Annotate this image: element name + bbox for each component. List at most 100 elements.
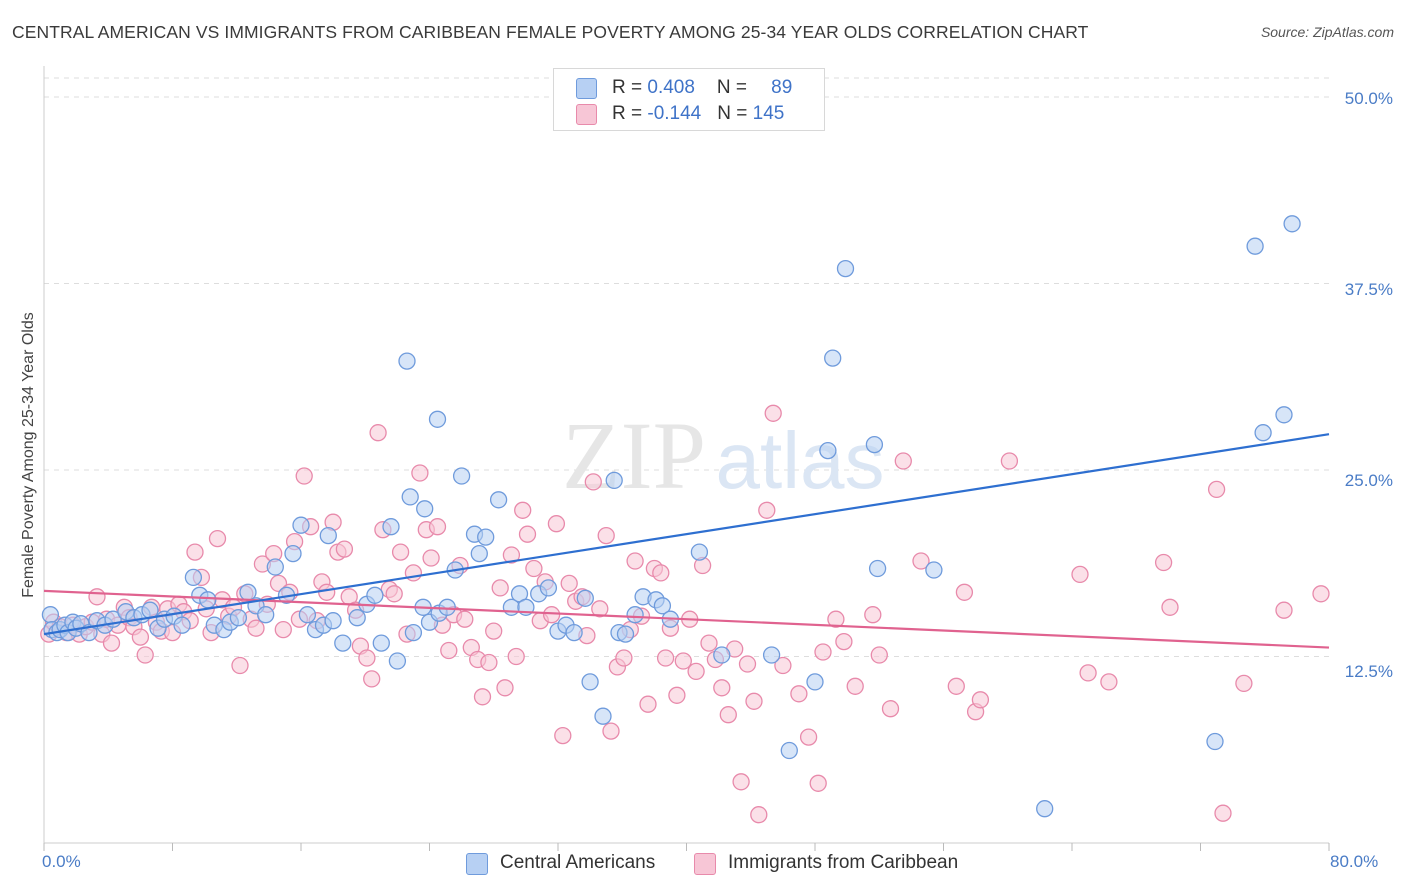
point-caribbean [955, 583, 974, 601]
point-caribbean [480, 653, 498, 672]
legend-text-pink: R = -0.144 N = 145 [612, 103, 784, 125]
point-caribbean [502, 546, 521, 564]
point-caribbean [428, 518, 447, 536]
point-caribbean [591, 600, 609, 618]
point-caribbean [422, 549, 440, 567]
point-caribbean [363, 670, 381, 688]
point-caribbean [186, 543, 204, 561]
point-central-american [382, 518, 400, 536]
point-caribbean [700, 634, 718, 652]
point-caribbean [870, 646, 888, 664]
point-central-american [298, 606, 317, 624]
point-central-american [257, 606, 275, 624]
point-central-american [470, 544, 488, 563]
point-caribbean [440, 641, 458, 660]
point-central-american [366, 586, 384, 604]
point-caribbean [584, 473, 602, 491]
y-tick-labels: 50.0% 37.5% 25.0% 12.5% [1345, 89, 1393, 681]
point-caribbean [547, 515, 566, 533]
point-central-american [372, 634, 390, 652]
point-central-american [292, 516, 310, 534]
point-caribbean [738, 655, 757, 673]
point-central-american [653, 597, 672, 615]
point-caribbean [358, 649, 376, 667]
point-central-american [865, 435, 884, 454]
point-caribbean [719, 706, 737, 724]
legend-n-label: N = [716, 77, 753, 98]
source-credit: Source: ZipAtlas.com [1260, 24, 1394, 40]
point-central-american [477, 528, 495, 546]
trend-line-central-american [43, 433, 1330, 636]
point-caribbean [1235, 674, 1253, 693]
point-caribbean [456, 610, 474, 628]
point-caribbean [912, 552, 930, 570]
point-caribbean [652, 564, 670, 582]
chart-title: CENTRAL AMERICAN VS IMMIGRANTS FROM CARI… [12, 22, 1089, 42]
point-caribbean [864, 606, 882, 624]
point-caribbean [1275, 601, 1293, 619]
point-caribbean [554, 726, 572, 745]
point-central-american [616, 625, 635, 643]
y-tick-label-375: 37.5% [1345, 280, 1393, 299]
point-caribbean [369, 424, 387, 442]
point-caribbean [656, 649, 675, 667]
point-caribbean [560, 574, 578, 593]
point-central-american [626, 606, 644, 624]
point-caribbean [827, 610, 845, 628]
point-central-american [324, 612, 342, 630]
point-central-american [428, 410, 447, 428]
point-central-american [266, 558, 284, 576]
point-caribbean [491, 579, 509, 597]
point-caribbean [318, 583, 336, 601]
point-caribbean [971, 691, 990, 709]
point-caribbean [335, 540, 354, 558]
point-central-american [404, 623, 423, 642]
point-central-american [581, 673, 599, 691]
point-central-american [173, 616, 191, 634]
point-central-american [284, 544, 302, 563]
point-caribbean [411, 464, 429, 482]
point-caribbean [518, 525, 537, 543]
point-caribbean [745, 692, 763, 710]
point-caribbean [947, 677, 965, 695]
point-caribbean [269, 574, 288, 593]
point-central-american [806, 673, 824, 691]
point-central-american [1275, 406, 1293, 424]
legend-r-value-blue: 0.408 [647, 77, 695, 98]
point-caribbean [1154, 553, 1173, 572]
point-central-american [565, 623, 583, 642]
point-central-american [836, 259, 855, 278]
point-central-american [334, 634, 352, 652]
bottom-legend-swatch-blue [466, 853, 488, 875]
point-central-american [1254, 424, 1272, 442]
point-caribbean [668, 686, 686, 704]
point-caribbean [814, 643, 832, 661]
point-caribbean [391, 543, 410, 561]
point-caribbean [1000, 452, 1019, 470]
legend-r-value-pink: -0.144 [647, 103, 702, 124]
legend-text-blue: R = 0.408 N = 89 [612, 77, 792, 99]
point-caribbean [597, 526, 615, 545]
blue-series-points [41, 215, 1301, 818]
point-caribbean [102, 634, 121, 652]
bottom-legend-label-blue: Central Americans [500, 852, 656, 873]
point-caribbean [385, 585, 403, 603]
watermark-zip: ZIP [562, 402, 706, 509]
point-caribbean [274, 620, 292, 639]
point-caribbean [542, 606, 561, 624]
point-central-american [1283, 215, 1301, 233]
y-tick-label-25: 25.0% [1345, 471, 1393, 490]
gridlines [44, 77, 1329, 657]
point-caribbean [615, 649, 633, 667]
point-central-american [348, 609, 366, 627]
point-caribbean [602, 722, 620, 740]
point-caribbean [247, 619, 265, 637]
point-caribbean [764, 404, 782, 422]
point-central-american [184, 568, 203, 587]
point-caribbean [639, 695, 657, 713]
legend-r-label: R = [612, 77, 648, 98]
point-caribbean [1312, 585, 1330, 603]
point-caribbean [88, 588, 106, 606]
point-caribbean [758, 501, 776, 519]
legend-swatch-pink [576, 104, 597, 125]
